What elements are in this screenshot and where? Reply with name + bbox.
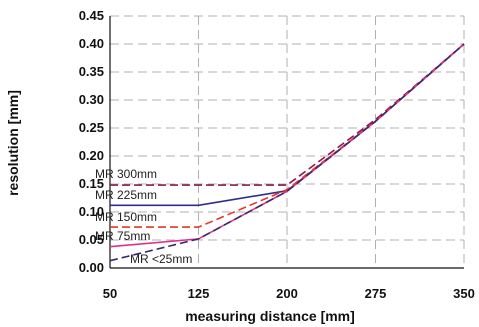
x-axis-title: measuring distance [mm] <box>185 308 355 324</box>
y-tick-label: 0.15 <box>79 176 104 191</box>
x-tick-label: 350 <box>453 286 475 301</box>
series-labels: MR 300mm MR 225mm MR 150mm MR 75mm MR <25mm <box>95 167 192 266</box>
axes <box>109 16 464 269</box>
series-label: MR 225mm <box>95 188 157 202</box>
series-label: MR <25mm <box>130 252 192 266</box>
series-label: MR 75mm <box>95 229 150 243</box>
y-tick-label: 0.40 <box>79 36 104 51</box>
series-line-5 <box>109 43 465 262</box>
series-line-3 <box>110 43 465 228</box>
y-tick-label: 0.05 <box>79 232 104 247</box>
x-tick-label: 50 <box>103 286 117 301</box>
y-axis-title: resolution [mm] <box>5 90 21 196</box>
x-tick-label: 125 <box>188 286 210 301</box>
series-label: MR 150mm <box>95 210 157 224</box>
y-tick-label: 0.35 <box>79 64 104 79</box>
y-tick-label: 0.30 <box>79 92 104 107</box>
tick-labels: 0.00 0.05 0.10 0.15 0.20 0.25 0.30 0.35 0.40 0.45… <box>79 8 475 301</box>
y-tick-label: 0.10 <box>79 204 104 219</box>
series-line-1 <box>110 43 465 186</box>
y-tick-label: 0.45 <box>79 8 104 23</box>
y-tick-label: 0.25 <box>79 120 104 135</box>
x-tick-label: 200 <box>276 286 298 301</box>
grid <box>110 15 465 268</box>
series-lines <box>109 43 465 262</box>
series-line-2 <box>110 43 465 207</box>
series-label: MR 300mm <box>95 167 157 181</box>
x-tick-label: 275 <box>365 286 387 301</box>
y-tick-label: 0.20 <box>79 148 104 163</box>
y-tick-label: 0.00 <box>79 260 104 275</box>
